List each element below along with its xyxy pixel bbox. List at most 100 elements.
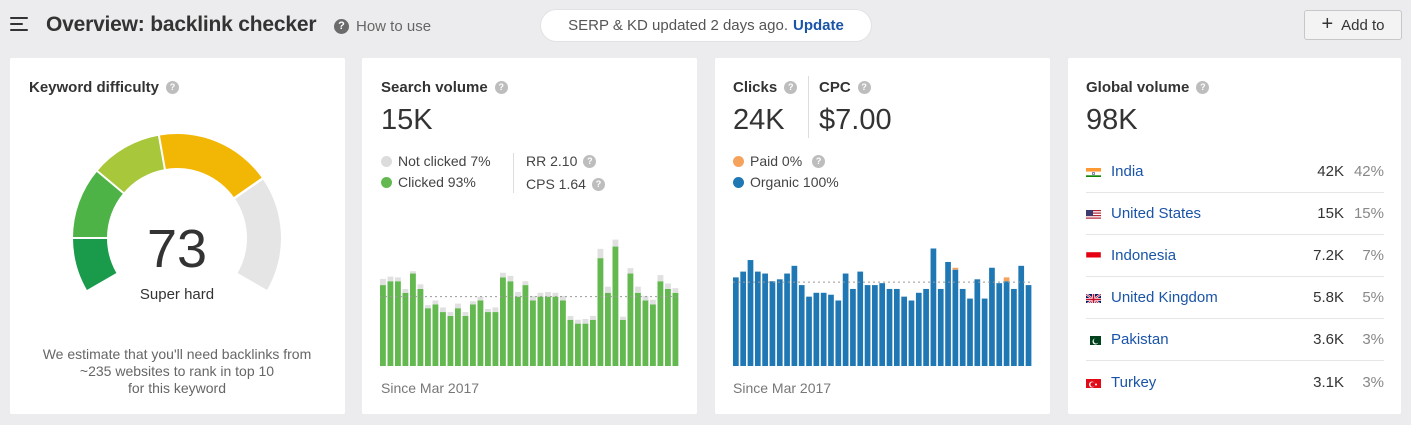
page-title: Overview: backlink checker bbox=[46, 13, 317, 36]
search-volume-since: Since Mar 2017 bbox=[381, 380, 480, 396]
country-name[interactable]: United Kingdom bbox=[1111, 289, 1218, 306]
chart-bar-top bbox=[552, 292, 559, 297]
help-icon[interactable]: ? bbox=[784, 81, 798, 94]
chart-bar-top bbox=[410, 271, 416, 274]
chart-bar bbox=[635, 292, 641, 366]
chart-bar bbox=[597, 258, 604, 366]
chart-bar-top bbox=[665, 283, 671, 289]
menu-icon[interactable] bbox=[10, 17, 28, 31]
chart-bar bbox=[791, 265, 798, 366]
chart-bar bbox=[605, 292, 611, 366]
chart-bar bbox=[380, 285, 386, 366]
chart-bar-top bbox=[545, 292, 551, 297]
chart-bar-top bbox=[402, 288, 409, 293]
chart-bar-top bbox=[650, 299, 656, 305]
chart-bar bbox=[879, 283, 886, 366]
help-icon[interactable]: ? bbox=[494, 81, 508, 94]
chart-bar bbox=[395, 281, 401, 366]
country-volume: 7.2K bbox=[1313, 247, 1344, 264]
help-icon[interactable]: ? bbox=[591, 177, 605, 191]
chart-bar bbox=[828, 294, 834, 366]
chart-bar-top bbox=[530, 295, 536, 301]
chart-bar bbox=[590, 319, 596, 366]
kd-gauge bbox=[72, 133, 281, 290]
how-to-use-link[interactable]: ? How to use bbox=[334, 18, 431, 35]
chart-bar bbox=[492, 312, 499, 366]
help-icon[interactable]: ? bbox=[1196, 81, 1210, 94]
gauge-divider bbox=[232, 177, 264, 200]
indonesia-flag-icon bbox=[1086, 250, 1101, 261]
country-volume: 5.8K bbox=[1313, 289, 1344, 306]
chart-bar bbox=[650, 304, 656, 366]
add-to-button[interactable]: + Add to bbox=[1304, 10, 1402, 40]
chart-bar bbox=[784, 273, 790, 366]
chart-bar-top bbox=[462, 312, 469, 316]
top-bar: Overview: backlink checker ? How to use … bbox=[0, 0, 1411, 52]
country-row[interactable]: India 42K 42% bbox=[1086, 151, 1384, 193]
update-link[interactable]: Update bbox=[793, 17, 844, 34]
chart-bar bbox=[974, 279, 981, 366]
country-name[interactable]: United States bbox=[1111, 205, 1202, 222]
chart-bar-top bbox=[432, 300, 439, 305]
country-percent: 15% bbox=[1353, 205, 1384, 222]
country-name[interactable]: India bbox=[1111, 163, 1144, 180]
chart-bar bbox=[952, 269, 959, 366]
chart-bar-top bbox=[605, 286, 611, 293]
help-icon[interactable]: ? bbox=[166, 81, 180, 94]
chart-bar bbox=[806, 296, 812, 366]
chart-bar bbox=[425, 308, 431, 366]
gauge-segment-easy bbox=[73, 238, 117, 290]
country-row[interactable]: Turkey 3.1K 3% bbox=[1086, 361, 1384, 403]
chart-bar bbox=[440, 312, 446, 366]
chart-bar bbox=[515, 296, 521, 366]
legend-not-clicked: Not clicked 7% bbox=[381, 153, 491, 169]
chart-bar bbox=[477, 300, 484, 366]
chart-bar-top bbox=[952, 267, 959, 270]
legend-dot bbox=[381, 155, 392, 167]
kd-explanation: We estimate that you'll need backlinks f… bbox=[22, 346, 332, 397]
chart-bar bbox=[612, 246, 619, 366]
chart-bar bbox=[560, 300, 566, 366]
country-name[interactable]: Indonesia bbox=[1111, 247, 1177, 264]
chart-bar-top bbox=[477, 296, 484, 301]
chart-bar bbox=[959, 288, 966, 366]
chart-bar-top bbox=[657, 275, 664, 282]
chart-bar bbox=[908, 300, 915, 366]
legend-clicked: Clicked 93% bbox=[381, 174, 476, 190]
chart-bar-top bbox=[672, 288, 679, 293]
country-name[interactable]: Pakistan bbox=[1111, 331, 1169, 348]
kd-score: 73 bbox=[146, 219, 208, 279]
country-row[interactable]: United Kingdom 5.8K 5% bbox=[1086, 277, 1384, 319]
chart-bar bbox=[620, 319, 626, 366]
country-row[interactable]: United States 15K 15% bbox=[1086, 193, 1384, 235]
country-volume: 15K bbox=[1317, 205, 1344, 222]
chart-bar bbox=[747, 260, 754, 366]
gauge-divider bbox=[157, 134, 167, 171]
chart-bar bbox=[798, 285, 805, 366]
chart-bar bbox=[989, 267, 995, 366]
help-icon[interactable]: ? bbox=[812, 154, 826, 168]
help-icon[interactable]: ? bbox=[583, 154, 597, 168]
chart-bar-top bbox=[485, 308, 491, 313]
country-row[interactable]: Indonesia 7.2K 7% bbox=[1086, 235, 1384, 277]
clicks-since: Since Mar 2017 bbox=[733, 380, 832, 396]
country-name[interactable]: Turkey bbox=[1111, 373, 1157, 391]
chart-bar bbox=[507, 281, 514, 366]
chart-bar bbox=[754, 271, 761, 366]
chart-bar-top bbox=[612, 239, 619, 247]
country-row[interactable]: Pakistan 3.6K 3% bbox=[1086, 319, 1384, 361]
country-volume: 3.6K bbox=[1313, 331, 1344, 348]
legend-dot bbox=[733, 176, 744, 188]
chart-bar-top bbox=[522, 281, 529, 286]
help-icon[interactable]: ? bbox=[857, 81, 871, 94]
chart-bar bbox=[769, 281, 776, 366]
chart-bar-top bbox=[620, 316, 626, 320]
chart-bar-top bbox=[515, 292, 521, 297]
chart-bar-top bbox=[470, 301, 476, 305]
cps-metric: CPS 1.64 ? bbox=[526, 176, 605, 192]
legend-dot bbox=[733, 155, 744, 167]
chart-bar-top bbox=[500, 272, 506, 278]
chart-bar-top bbox=[417, 284, 424, 289]
chart-bar bbox=[1018, 265, 1025, 366]
chart-bar bbox=[455, 308, 461, 366]
